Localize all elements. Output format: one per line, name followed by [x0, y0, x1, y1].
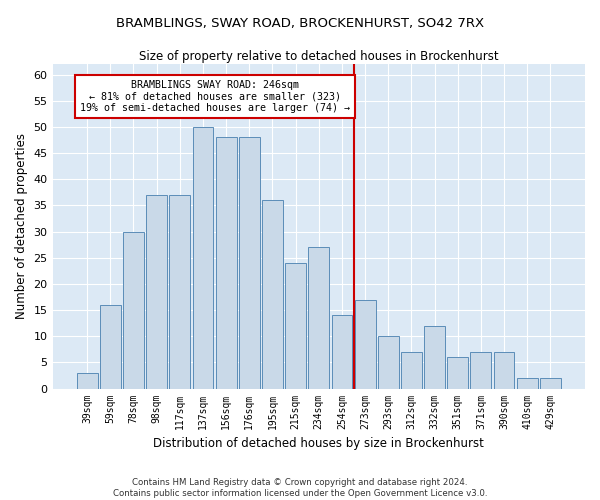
Bar	[262, 200, 283, 388]
Bar	[448, 357, 468, 388]
Bar	[424, 326, 445, 388]
Text: BRAMBLINGS SWAY ROAD: 246sqm
← 81% of detached houses are smaller (323)
19% of s: BRAMBLINGS SWAY ROAD: 246sqm ← 81% of de…	[80, 80, 350, 113]
Bar	[470, 352, 491, 389]
Bar	[216, 138, 236, 388]
Y-axis label: Number of detached properties: Number of detached properties	[15, 134, 28, 320]
Bar	[123, 232, 144, 388]
Text: Contains HM Land Registry data © Crown copyright and database right 2024.
Contai: Contains HM Land Registry data © Crown c…	[113, 478, 487, 498]
Bar	[239, 138, 260, 388]
Bar	[169, 195, 190, 388]
Bar	[285, 263, 306, 388]
Bar	[378, 336, 398, 388]
Bar	[517, 378, 538, 388]
X-axis label: Distribution of detached houses by size in Brockenhurst: Distribution of detached houses by size …	[154, 437, 484, 450]
Title: Size of property relative to detached houses in Brockenhurst: Size of property relative to detached ho…	[139, 50, 499, 63]
Bar	[494, 352, 514, 389]
Bar	[308, 248, 329, 388]
Bar	[355, 300, 376, 388]
Bar	[77, 373, 98, 388]
Bar	[401, 352, 422, 389]
Bar	[146, 195, 167, 388]
Bar	[193, 127, 214, 388]
Bar	[100, 305, 121, 388]
Bar	[540, 378, 561, 388]
Text: BRAMBLINGS, SWAY ROAD, BROCKENHURST, SO42 7RX: BRAMBLINGS, SWAY ROAD, BROCKENHURST, SO4…	[116, 18, 484, 30]
Bar	[332, 316, 352, 388]
